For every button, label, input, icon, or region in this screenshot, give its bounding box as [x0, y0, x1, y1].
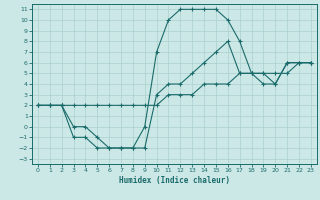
X-axis label: Humidex (Indice chaleur): Humidex (Indice chaleur) — [119, 176, 230, 185]
